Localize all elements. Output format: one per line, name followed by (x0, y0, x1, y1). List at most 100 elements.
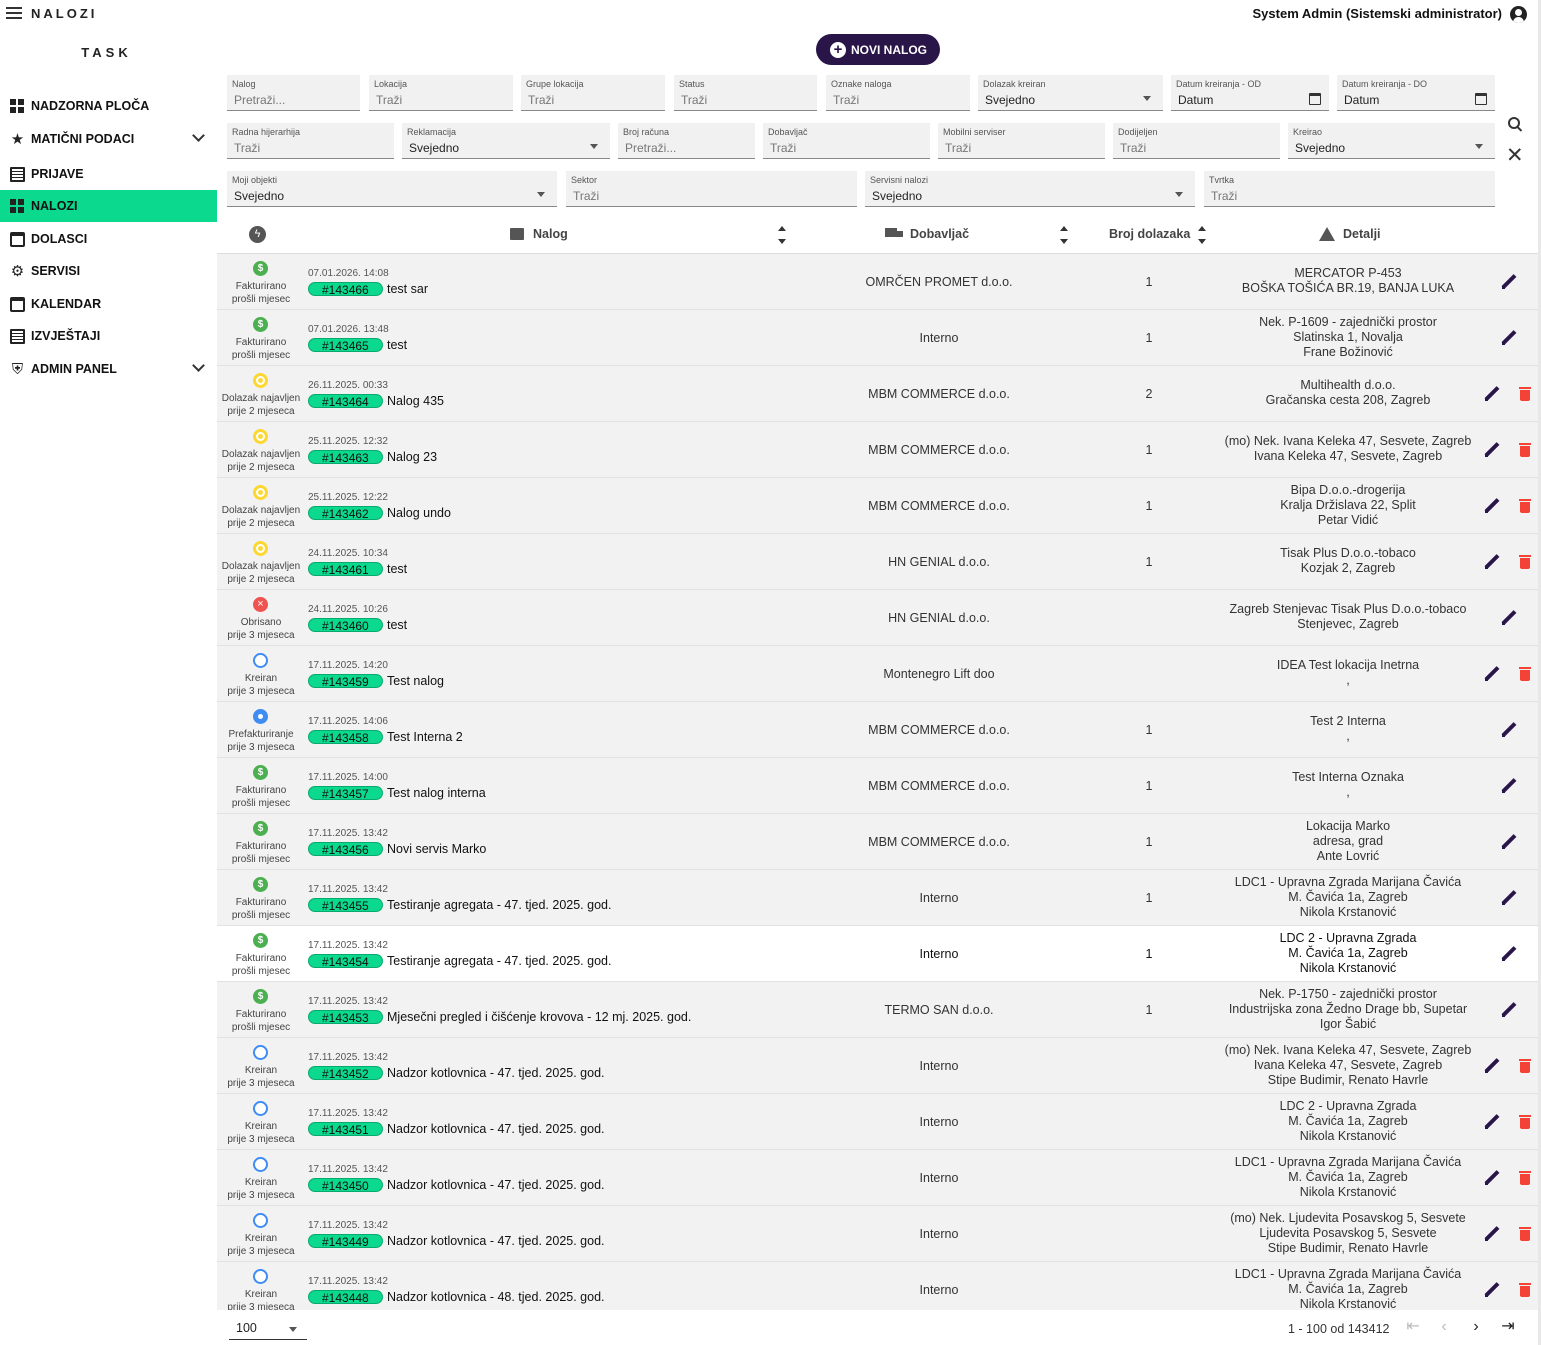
chevron-down-icon[interactable] (192, 129, 205, 142)
menu-icon[interactable] (6, 7, 22, 21)
filter-row1-3[interactable]: Status Traži (674, 75, 817, 111)
table-row[interactable]: Dolazak najavljen prije 2 mjeseca 25.11.20… (217, 478, 1538, 534)
filter-row1-4[interactable]: Oznake naloga Traži (826, 75, 970, 111)
chevron-down-icon[interactable] (192, 359, 205, 372)
close-icon[interactable]: ✕ (1506, 144, 1524, 167)
order-number-badge[interactable]: #143460 (308, 618, 383, 633)
next-page-icon[interactable]: › (1473, 1318, 1479, 1335)
sidebar-item-6[interactable]: KALENDAR (0, 288, 217, 320)
filter-row2-1[interactable]: Reklamacija Svejedno (402, 123, 610, 159)
order-number-badge[interactable]: #143465 (308, 338, 383, 353)
sidebar-item-1[interactable]: ★ MATIČNI PODACI (0, 123, 217, 155)
edit-icon[interactable] (1484, 1114, 1500, 1130)
table-row[interactable]: Prefakturiranje prije 3 mjeseca 17.11.2025… (217, 702, 1538, 758)
order-number-badge[interactable]: #143466 (308, 282, 383, 297)
scrollbar[interactable] (1538, 0, 1541, 1345)
sidebar-item-3[interactable]: NALOZI (0, 190, 217, 222)
order-number-badge[interactable]: #143464 (308, 394, 383, 409)
order-number-badge[interactable]: #143452 (308, 1066, 383, 1081)
table-row[interactable]: Kreiran prije 3 mjeseca 17.11.2025. 13:42 #… (217, 1262, 1538, 1310)
prev-page-icon[interactable]: ‹ (1441, 1318, 1447, 1335)
edit-icon[interactable] (1484, 1058, 1500, 1074)
filter-row1-2[interactable]: Grupe lokacija Traži (521, 75, 665, 111)
delete-icon[interactable] (1519, 442, 1531, 457)
sort-supplier-button[interactable] (1059, 224, 1069, 246)
sidebar-item-7[interactable]: IZVJEŠTAJI (0, 320, 217, 352)
filter-row3-0[interactable]: Moji objekti Svejedno (227, 171, 557, 207)
edit-icon[interactable] (1484, 498, 1500, 514)
edit-icon[interactable] (1501, 274, 1517, 290)
filter-row2-4[interactable]: Mobilni serviser Traži (938, 123, 1105, 159)
delete-icon[interactable] (1519, 1282, 1531, 1297)
filter-row3-2[interactable]: Servisni nalozi Svejedno (865, 171, 1195, 207)
table-row[interactable]: Dolazak najavljen prije 2 mjeseca 26.11.20… (217, 366, 1538, 422)
calendar-icon[interactable] (1475, 93, 1487, 105)
order-number-badge[interactable]: #143463 (308, 450, 383, 465)
edit-icon[interactable] (1484, 554, 1500, 570)
sort-arrivals-button[interactable] (1197, 224, 1207, 246)
delete-icon[interactable] (1519, 386, 1531, 401)
first-page-icon[interactable]: ⇤ (1406, 1318, 1420, 1335)
sidebar-item-5[interactable]: ⚙ SERVISI (0, 255, 217, 287)
filter-row2-6[interactable]: Kreirao Svejedno (1288, 123, 1495, 159)
order-number-badge[interactable]: #143451 (308, 1122, 383, 1137)
order-number-badge[interactable]: #143456 (308, 842, 383, 857)
filter-row2-0[interactable]: Radna hijerarhija Traži (227, 123, 394, 159)
filter-row1-1[interactable]: Lokacija Traži (369, 75, 513, 111)
table-row[interactable]: Kreiran prije 3 mjeseca 17.11.2025. 13:42 #… (217, 1094, 1538, 1150)
table-row[interactable]: Kreiran prije 3 mjeseca 17.11.2025. 14:20 #… (217, 646, 1538, 702)
sidebar-item-0[interactable]: NADZORNA PLOČA (0, 90, 217, 122)
filter-row1-5[interactable]: Dolazak kreiran Svejedno (978, 75, 1163, 111)
table-row[interactable]: Kreiran prije 3 mjeseca 17.11.2025. 13:42 #… (217, 1150, 1538, 1206)
table-row[interactable]: $ Fakturirano prošli mjesec 17.11.2025. 13:… (217, 982, 1538, 1038)
order-number-badge[interactable]: #143462 (308, 506, 383, 521)
edit-icon[interactable] (1501, 722, 1517, 738)
edit-icon[interactable] (1501, 834, 1517, 850)
sort-order-button[interactable] (777, 224, 787, 246)
search-icon[interactable] (1508, 117, 1524, 133)
table-row[interactable]: $ Fakturirano prošli mjesec 07.01.2026. 13:… (217, 310, 1538, 366)
order-number-badge[interactable]: #143458 (308, 730, 383, 745)
edit-icon[interactable] (1484, 666, 1500, 682)
filter-row2-2[interactable]: Broj računa Pretraži... (618, 123, 755, 159)
edit-icon[interactable] (1484, 1226, 1500, 1242)
filter-row1-6[interactable]: Datum kreiranja - OD Datum (1171, 75, 1329, 111)
delete-icon[interactable] (1519, 554, 1531, 569)
edit-icon[interactable] (1501, 946, 1517, 962)
edit-icon[interactable] (1501, 610, 1517, 626)
delete-icon[interactable] (1519, 1226, 1531, 1241)
delete-icon[interactable] (1519, 666, 1531, 681)
delete-icon[interactable] (1519, 498, 1531, 513)
order-number-badge[interactable]: #143448 (308, 1290, 383, 1305)
filter-row1-0[interactable]: Nalog Pretraži... (227, 75, 360, 111)
order-number-badge[interactable]: #143457 (308, 786, 383, 801)
edit-icon[interactable] (1501, 330, 1517, 346)
filter-row3-1[interactable]: Sektor Traži (566, 171, 857, 207)
sidebar-item-2[interactable]: PRIJAVE (0, 158, 217, 190)
order-number-badge[interactable]: #143454 (308, 954, 383, 969)
edit-icon[interactable] (1501, 778, 1517, 794)
delete-icon[interactable] (1519, 1170, 1531, 1185)
delete-icon[interactable] (1519, 1058, 1531, 1073)
account-icon[interactable] (1510, 6, 1527, 23)
delete-icon[interactable] (1519, 1114, 1531, 1129)
edit-icon[interactable] (1484, 386, 1500, 402)
table-row[interactable]: $ Fakturirano prošli mjesec 17.11.2025. 13:… (217, 814, 1538, 870)
edit-icon[interactable] (1484, 1282, 1500, 1298)
table-row[interactable]: Kreiran prije 3 mjeseca 17.11.2025. 13:42 #… (217, 1038, 1538, 1094)
table-row[interactable]: Kreiran prije 3 mjeseca 17.11.2025. 13:42 #… (217, 1206, 1538, 1262)
order-number-badge[interactable]: #143449 (308, 1234, 383, 1249)
edit-icon[interactable] (1484, 1170, 1500, 1186)
new-order-button[interactable]: + NOVI NALOG (816, 34, 940, 65)
last-page-icon[interactable]: ⇥ (1501, 1318, 1515, 1335)
order-number-badge[interactable]: #143455 (308, 898, 383, 913)
page-size-select[interactable]: 100 (229, 1318, 307, 1340)
table-row[interactable]: $ Fakturirano prošli mjesec 17.11.2025. 13:… (217, 870, 1538, 926)
table-row[interactable]: $ Fakturirano prošli mjesec 07.01.2026. 14:… (217, 254, 1538, 310)
sidebar-item-8[interactable]: ⛨ ADMIN PANEL (0, 353, 217, 385)
order-number-badge[interactable]: #143453 (308, 1010, 383, 1025)
order-number-badge[interactable]: #143450 (308, 1178, 383, 1193)
edit-icon[interactable] (1501, 1002, 1517, 1018)
order-number-badge[interactable]: #143461 (308, 562, 383, 577)
table-row[interactable]: Dolazak najavljen prije 2 mjeseca 25.11.20… (217, 422, 1538, 478)
